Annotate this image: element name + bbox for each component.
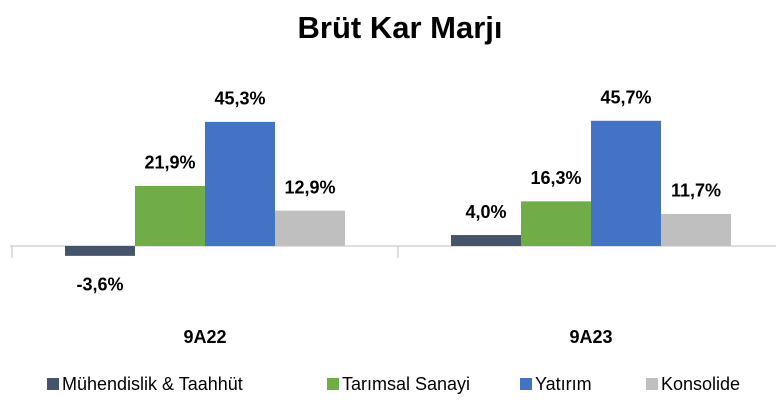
legend-swatch	[327, 378, 339, 390]
value-label: -3,6%	[76, 275, 123, 295]
legend-swatch	[520, 378, 532, 390]
bar	[135, 185, 205, 246]
value-label: 4,0%	[465, 202, 506, 222]
value-label: 45,3%	[214, 89, 265, 109]
legend-label: Konsolide	[661, 374, 740, 394]
value-label: 12,9%	[284, 177, 335, 197]
bar	[591, 120, 661, 246]
bar	[521, 201, 591, 246]
value-label: 21,9%	[144, 153, 195, 173]
legend-swatch	[47, 378, 59, 390]
x-tick-label: 9A22	[183, 327, 226, 347]
legend-label: Yatırım	[535, 374, 592, 394]
x-tick-label: 9A23	[569, 327, 612, 347]
bar	[275, 210, 345, 246]
value-label: 45,7%	[600, 88, 651, 108]
legend-label: Tarımsal Sanayi	[342, 374, 470, 394]
chart-title: Brüt Kar Marjı	[298, 10, 503, 45]
value-label: 16,3%	[530, 168, 581, 188]
bar	[451, 235, 521, 246]
bar	[661, 213, 731, 246]
value-label: 11,7%	[671, 181, 721, 201]
bar	[205, 121, 275, 246]
bar	[65, 246, 135, 256]
legend-label: Mühendislik & Taahhüt	[62, 374, 243, 394]
legend-swatch	[646, 378, 658, 390]
